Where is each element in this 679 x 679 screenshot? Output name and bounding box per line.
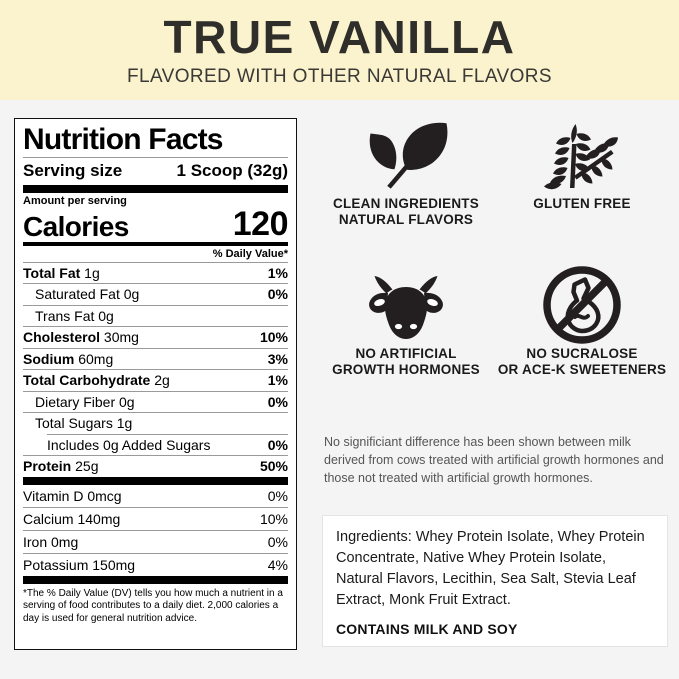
divider	[23, 412, 288, 414]
serving-size-value: 1 Scoop (32g)	[176, 160, 288, 180]
vitamin-row: Potassium 150mg 4%	[23, 554, 288, 576]
vitamin-name: Potassium 150mg	[23, 556, 136, 573]
divider-thick	[23, 476, 288, 485]
divider	[23, 304, 288, 306]
nutrient-row: Cholesterol 30mg 10%	[23, 327, 288, 348]
badge-label: GLUTEN FREE	[533, 196, 631, 211]
leaf-icon	[360, 118, 452, 192]
nutrient-row: Protein 25g 50%	[23, 456, 288, 477]
badge-gluten-free: GLUTEN FREE	[494, 118, 670, 268]
vitamin-row: Vitamin D 0mcg 0%	[23, 485, 288, 507]
badge-grid: CLEAN INGREDIENTS NATURAL FLAVORS	[318, 118, 670, 418]
nutrient-daily-value: 1%	[267, 264, 288, 281]
cow-head-icon	[366, 268, 446, 342]
nutrient-daily-value: 0%	[267, 393, 288, 410]
nutrient-row: Total Carbohydrate 2g 1%	[23, 370, 288, 391]
page-subtitle: FLAVORED WITH OTHER NATURAL FLAVORS	[126, 66, 552, 87]
no-flask-icon	[542, 266, 622, 344]
nutrient-rows: Total Fat 1g 1% Saturated Fat 0g 0% Trans Fa…	[23, 263, 288, 477]
calories-label: Calories	[23, 210, 129, 242]
badge-clean-ingredients: CLEAN INGREDIENTS NATURAL FLAVORS	[318, 118, 494, 268]
vitamin-daily-value: 0%	[267, 533, 288, 550]
nutrient-row: Total Fat 1g 1%	[23, 263, 288, 284]
calories-value: 120	[232, 204, 289, 243]
divider	[23, 552, 288, 554]
divider	[23, 156, 288, 158]
badge-label: CLEAN INGREDIENTS NATURAL FLAVORS	[333, 196, 479, 228]
divider	[23, 261, 288, 263]
nutrient-daily-value: 50%	[259, 458, 288, 475]
badge-no-sucralose: NO SUCRALOSE OR ACE-K SWEETENERS	[494, 266, 670, 418]
nutrient-row: Dietary Fiber 0g 0%	[23, 392, 288, 413]
nutrient-row: Saturated Fat 0g 0%	[23, 284, 288, 305]
nutrient-name: Total Sugars 1g	[35, 415, 133, 432]
daily-value-header: % Daily Value*	[212, 247, 288, 260]
nutrient-daily-value: 1%	[267, 372, 288, 389]
divider	[23, 529, 288, 531]
badge-no-artificial-growth-hormones: NO ARTIFICIAL GROWTH HORMONES	[318, 268, 494, 418]
calories-row: Calories 120	[23, 204, 289, 243]
nutrient-daily-value: 0%	[267, 286, 288, 303]
nutrient-row: Includes 0g Added Sugars 0%	[23, 435, 288, 456]
vitamin-name: Iron 0mg	[23, 533, 79, 550]
vitamin-daily-value: 10%	[259, 510, 288, 527]
badge-label: NO ARTIFICIAL GROWTH HORMONES	[332, 346, 480, 378]
amount-per-serving-label: Amount per serving	[23, 194, 127, 207]
nutrient-daily-value: 3%	[267, 350, 288, 367]
daily-value-footnote: *The % Daily Value (DV) tells you how mu…	[23, 587, 283, 624]
nutrient-row: Total Sugars 1g	[23, 413, 288, 434]
serving-size-label: Serving size	[23, 160, 123, 180]
hormone-disclaimer-text: No significiant difference has been show…	[324, 435, 664, 485]
vitamin-row: Calcium 140mg 10%	[23, 508, 288, 530]
vitamin-daily-value: 4%	[267, 556, 288, 573]
divider	[23, 283, 288, 285]
divider-thick	[23, 184, 288, 193]
nutrient-name: Cholesterol 30mg	[23, 329, 139, 346]
divider	[23, 347, 288, 349]
nutrient-row: Trans Fat 0g	[23, 306, 288, 327]
divider	[23, 390, 288, 392]
nutrient-name: Trans Fat 0g	[35, 307, 114, 324]
vitamin-name: Calcium 140mg	[23, 510, 121, 527]
badge-label: NO SUCRALOSE OR ACE-K SWEETENERS	[497, 346, 667, 378]
divider	[23, 455, 288, 457]
nutrient-name: Sodium 60mg	[23, 350, 114, 367]
ingredients-box: Ingredients: Whey Protein Isolate, Whey …	[322, 515, 668, 647]
divider	[23, 369, 288, 371]
nutrient-daily-value: 10%	[259, 329, 288, 346]
divider-medium	[23, 241, 288, 246]
nutrition-facts-title: Nutrition Facts	[23, 123, 223, 156]
vitamin-name: Vitamin D 0mcg	[23, 487, 122, 504]
vitamin-row: Iron 0mg 0%	[23, 531, 288, 553]
nutrient-name: Total Fat 1g	[23, 264, 100, 281]
divider-thick	[23, 575, 288, 584]
nutrient-name: Protein 25g	[23, 458, 99, 475]
nutrient-name: Saturated Fat 0g	[35, 286, 140, 303]
nutrient-name: Total Carbohydrate 2g	[23, 372, 170, 389]
contains-allergens-text: CONTAINS MILK AND SOY	[336, 621, 518, 638]
wheat-icon	[539, 118, 625, 192]
divider	[47, 433, 288, 435]
divider	[23, 506, 288, 508]
nutrient-name: Includes 0g Added Sugars	[47, 436, 211, 453]
vitamin-rows: Vitamin D 0mcg 0% Calcium 140mg 10% Iron 0mg…	[23, 485, 288, 576]
nutrient-row: Sodium 60mg 3%	[23, 349, 288, 370]
nutrient-name: Dietary Fiber 0g	[35, 393, 135, 410]
nutrient-daily-value: 0%	[267, 436, 288, 453]
serving-size-row: Serving size 1 Scoop (32g)	[23, 158, 288, 185]
ingredients-text: Ingredients: Whey Protein Isolate, Whey …	[336, 529, 645, 609]
header-band: TRUE VANILLA FLAVORED WITH OTHER NATURAL…	[0, 0, 679, 100]
divider	[23, 326, 288, 328]
vitamin-daily-value: 0%	[267, 487, 288, 504]
page-title: TRUE VANILLA	[163, 11, 516, 63]
nutrition-facts-panel: Nutrition Facts Serving size 1 Scoop (32…	[14, 118, 297, 650]
